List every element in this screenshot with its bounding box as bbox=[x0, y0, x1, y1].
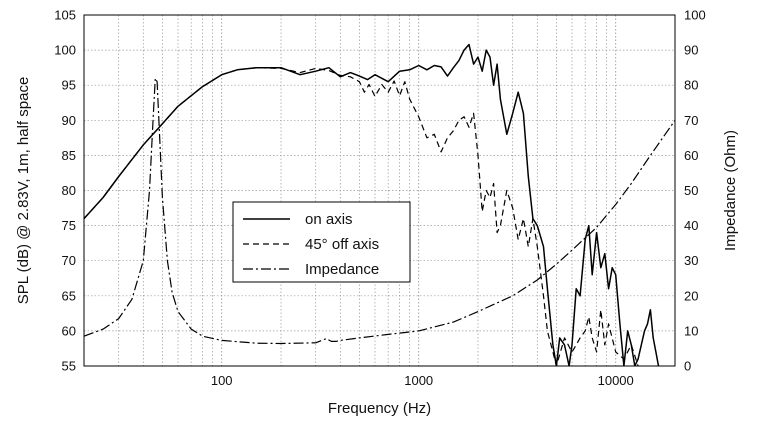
y-right-tick-label: 80 bbox=[684, 78, 698, 93]
y-left-tick-label: 90 bbox=[62, 113, 76, 128]
y-left-tick-label: 60 bbox=[62, 323, 76, 338]
x-tick-label: 10000 bbox=[598, 373, 634, 388]
y-left-tick-label: 100 bbox=[54, 43, 76, 58]
series-layer bbox=[84, 43, 675, 366]
y-left-tick-label: 80 bbox=[62, 183, 76, 198]
y-right-tick-label: 20 bbox=[684, 288, 698, 303]
y-left-tick-label: 95 bbox=[62, 78, 76, 93]
y-right-tick-label: 90 bbox=[684, 43, 698, 58]
series-line-on-axis bbox=[84, 43, 660, 366]
y-left-tick-label: 55 bbox=[62, 359, 76, 374]
x-tick-label: 1000 bbox=[404, 373, 433, 388]
y-axis-right-title: Impedance (Ohm) bbox=[722, 130, 739, 251]
y-right-tick-label: 0 bbox=[684, 359, 691, 374]
y-axis-left-title: SPL (dB) @ 2.83V, 1m, half space bbox=[15, 77, 32, 305]
legend-label-on-axis: on axis bbox=[305, 211, 353, 228]
legend: on axis 45° off axis Impedance bbox=[232, 201, 411, 283]
y-right-tick-label: 30 bbox=[684, 253, 698, 268]
x-tick-label: 100 bbox=[211, 373, 233, 388]
y-left-tick-label: 70 bbox=[62, 253, 76, 268]
series-line-45-off-axis bbox=[84, 67, 639, 366]
y-left-tick-label: 85 bbox=[62, 148, 76, 163]
y-right-tick-label: 70 bbox=[684, 113, 698, 128]
x-axis-title: Frequency (Hz) bbox=[328, 400, 431, 417]
series-line-impedance bbox=[84, 77, 675, 345]
y-right-tick-label: 40 bbox=[684, 218, 698, 233]
y-right-tick-label: 60 bbox=[684, 148, 698, 163]
y-right-tick-label: 100 bbox=[684, 8, 706, 23]
legend-label-impedance: Impedance bbox=[305, 261, 379, 278]
y-right-tick-label: 50 bbox=[684, 183, 698, 198]
legend-label-45-off-axis: 45° off axis bbox=[305, 236, 379, 253]
y-left-tick-label: 65 bbox=[62, 288, 76, 303]
plot-frame bbox=[83, 14, 676, 367]
y-left-tick-label: 105 bbox=[54, 8, 76, 23]
y-right-tick-label: 10 bbox=[684, 323, 698, 338]
tick-labels: 55 60 65 70 75 80 85 90 95 100 105 0 10 20 30 40 50 60 70 8… bbox=[54, 8, 705, 389]
y-left-tick-label: 75 bbox=[62, 218, 76, 233]
